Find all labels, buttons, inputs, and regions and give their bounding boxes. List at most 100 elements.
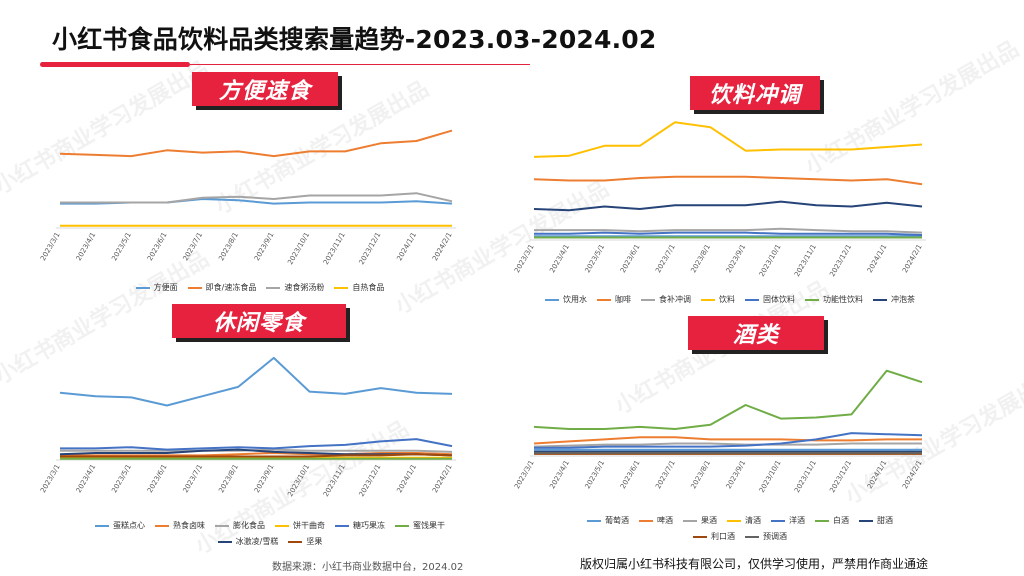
series-line-0-1 bbox=[59, 129, 453, 158]
x-tick-label: 2023/8/1 bbox=[689, 243, 712, 274]
legend-swatch bbox=[727, 519, 741, 522]
legend-item: 饮用水 bbox=[545, 294, 587, 305]
chart-liquor: 2023/3/1 2023/4/1 2023/5/1 2023/6/1 2023/7/1… bbox=[513, 369, 926, 494]
legend-item: 即食/速冻食品 bbox=[187, 282, 256, 293]
legend-item: 饮料 bbox=[701, 294, 735, 305]
legend-label: 食补冲调 bbox=[659, 295, 691, 304]
legend-label: 预调酒 bbox=[763, 532, 787, 541]
x-tick-label: 2023/8/1 bbox=[217, 231, 240, 262]
x-tick-label: 2024/1/1 bbox=[866, 459, 889, 490]
legend-swatch bbox=[639, 519, 653, 522]
legend-label: 蜜饯果干 bbox=[413, 521, 445, 530]
legend-swatch bbox=[288, 540, 303, 543]
legend-label: 方便面 bbox=[153, 283, 178, 292]
legend-swatch bbox=[187, 286, 202, 289]
x-tick-label: 2024/1/1 bbox=[395, 463, 418, 494]
x-tick-label: 2023/10/1 bbox=[758, 459, 783, 494]
legend-swatch bbox=[745, 535, 759, 538]
legend-swatch bbox=[217, 540, 232, 543]
series-line-2-7 bbox=[60, 453, 453, 458]
legend-item: 清酒 bbox=[727, 515, 761, 526]
legend-swatch bbox=[395, 524, 409, 527]
x-tick-label: 2023/6/1 bbox=[146, 463, 169, 494]
legend-label: 白酒 bbox=[833, 516, 849, 525]
legend-label: 熟食卤味 bbox=[173, 521, 205, 530]
x-tick-label: 2023/7/1 bbox=[182, 463, 205, 494]
series-line-3-1 bbox=[533, 436, 922, 445]
legend-label: 饼干曲奇 bbox=[293, 521, 325, 530]
legend-snacks: 蛋糕点心 熟食卤味 膨化食品 饼干曲奇 糖巧果冻 蜜饯果干 冰激凌/雪糕 坚果 bbox=[90, 520, 450, 547]
panel-label-snacks: 休闲零食 bbox=[172, 304, 346, 338]
x-tick-label: 2023/12/1 bbox=[358, 231, 383, 266]
x-tick-label: 2023/12/1 bbox=[828, 243, 853, 278]
x-tick-label: 2023/3/1 bbox=[39, 231, 62, 262]
legend-item: 糖巧果冻 bbox=[335, 520, 385, 531]
series-line-3-2 bbox=[533, 442, 922, 448]
x-tick-label: 2023/5/1 bbox=[584, 459, 607, 490]
legend-swatch bbox=[266, 286, 281, 289]
legend-swatch bbox=[693, 535, 707, 538]
legend-swatch bbox=[683, 519, 697, 522]
title-underline bbox=[190, 64, 530, 65]
x-tick-label: 2023/11/1 bbox=[322, 231, 347, 266]
legend-swatch bbox=[745, 298, 759, 301]
legend-label: 功能性饮料 bbox=[823, 295, 863, 304]
copyright-notice: 版权归属小红书科技有限公司，仅供学习使用，严禁用作商业通途 bbox=[580, 557, 929, 571]
x-tick-label: 2023/11/1 bbox=[322, 463, 347, 498]
x-tick-label: 2023/8/1 bbox=[689, 459, 712, 490]
legend-item: 预调酒 bbox=[745, 531, 787, 542]
legend-swatch bbox=[95, 524, 109, 527]
x-tick-label: 2023/10/1 bbox=[286, 463, 311, 498]
x-tick-label: 2024/2/1 bbox=[431, 463, 454, 494]
series-line-3-5 bbox=[533, 369, 923, 430]
legend-swatch bbox=[859, 519, 873, 522]
legend-item: 方便面 bbox=[135, 282, 178, 293]
legend-label: 利口酒 bbox=[711, 532, 735, 541]
legend-item: 啤酒 bbox=[639, 515, 673, 526]
legend-label: 甜酒 bbox=[877, 516, 893, 525]
chart-snacks: 2023/3/1 2023/4/1 2023/5/1 2023/6/1 2023/7/1… bbox=[39, 356, 456, 498]
x-tick-label: 2023/6/1 bbox=[146, 231, 169, 262]
x-tick-label: 2023/6/1 bbox=[619, 243, 642, 274]
legend-label: 清酒 bbox=[745, 516, 761, 525]
x-tick-label: 2023/12/1 bbox=[358, 463, 383, 498]
series-line-1-3 bbox=[533, 121, 923, 158]
legend-label: 蛋糕点心 bbox=[113, 521, 145, 530]
legend-label: 洋酒 bbox=[789, 516, 805, 525]
legend-label: 咖啡 bbox=[615, 295, 631, 304]
series-line-2-4 bbox=[60, 438, 453, 451]
x-tick-label: 2023/9/1 bbox=[725, 459, 748, 490]
x-tick-label: 2023/7/1 bbox=[654, 459, 677, 490]
x-tick-label: 2024/2/1 bbox=[901, 459, 924, 490]
legend-label: 饮用水 bbox=[563, 295, 587, 304]
x-tick-label: 2023/4/1 bbox=[75, 463, 98, 494]
panel-label-liquor: 酒类 bbox=[688, 316, 824, 350]
legend-item: 膨化食品 bbox=[215, 520, 265, 531]
x-tick-label: 2023/4/1 bbox=[548, 459, 571, 490]
x-tick-label: 2023/9/1 bbox=[253, 231, 276, 262]
legend-item: 食补冲调 bbox=[641, 294, 691, 305]
legend-instant-food: 方便面 即食/速冻食品 速食粥汤粉 自热食品 bbox=[60, 282, 460, 293]
x-tick-label: 2024/2/1 bbox=[901, 243, 924, 274]
legend-item: 固体饮料 bbox=[745, 294, 795, 305]
legend-item: 熟食卤味 bbox=[155, 520, 205, 531]
legend-swatch bbox=[587, 519, 601, 522]
series-line-3-4 bbox=[534, 432, 923, 449]
legend-label: 自热食品 bbox=[352, 283, 385, 292]
legend-item: 葡萄酒 bbox=[587, 515, 629, 526]
legend-swatch bbox=[545, 298, 559, 301]
legend-label: 速食粥汤粉 bbox=[284, 283, 325, 292]
x-tick-label: 2023/3/1 bbox=[513, 243, 536, 274]
legend-swatch bbox=[815, 519, 829, 522]
legend-item: 甜酒 bbox=[859, 515, 893, 526]
x-tick-label: 2024/2/1 bbox=[431, 231, 454, 262]
x-tick-label: 2023/5/1 bbox=[584, 243, 607, 274]
series-line-0-2 bbox=[60, 192, 453, 204]
x-tick-label: 2023/10/1 bbox=[286, 231, 311, 266]
x-tick-label: 2023/4/1 bbox=[75, 231, 98, 262]
title-accent-bar bbox=[40, 62, 190, 67]
legend-item: 蜜饯果干 bbox=[395, 520, 445, 531]
legend-label: 冲泡茶 bbox=[891, 295, 915, 304]
data-source: 数据来源：小红书商业数据中台，2024.02 bbox=[272, 562, 464, 573]
legend-swatch bbox=[641, 298, 655, 301]
